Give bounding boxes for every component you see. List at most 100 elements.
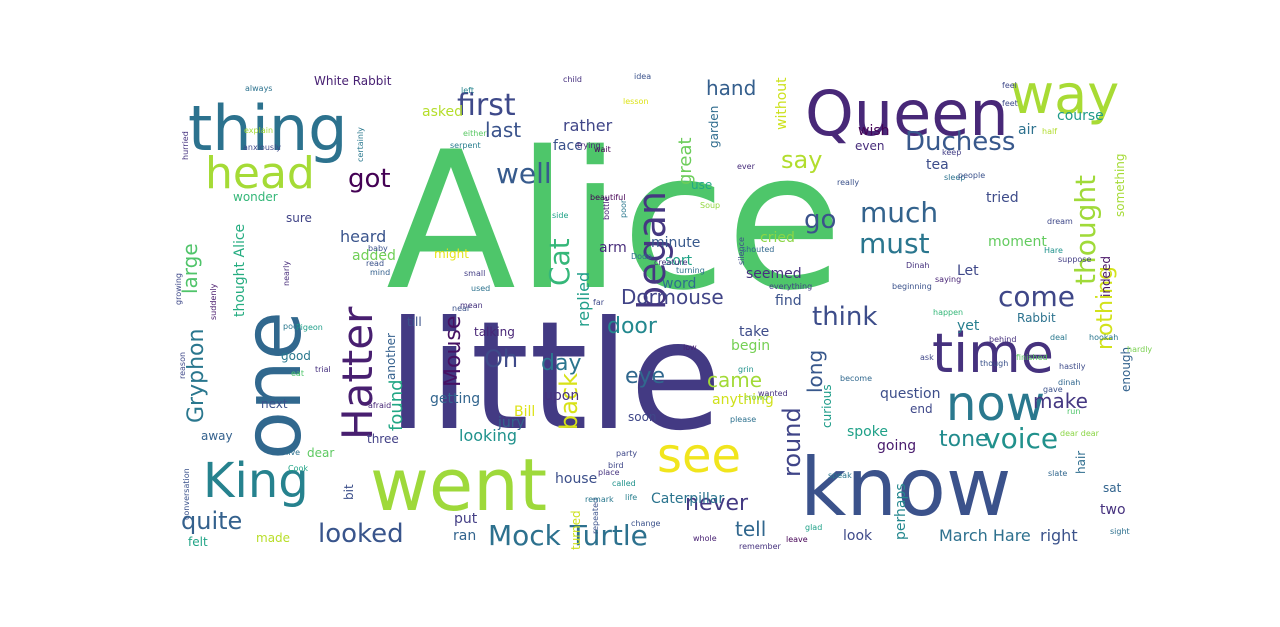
cloud-word-added: added <box>352 248 396 264</box>
cloud-word-pool: pool <box>283 322 300 331</box>
cloud-word-hare: Hare <box>1044 246 1063 255</box>
cloud-word-pigeon: Pigeon <box>296 323 323 332</box>
cloud-word-curious: curious <box>820 384 834 428</box>
cloud-word-alice: Alice <box>386 111 843 332</box>
cloud-word-air: air <box>1018 122 1036 138</box>
cloud-word-ask: ask <box>920 353 934 362</box>
cloud-word-eye: eye <box>625 364 665 389</box>
cloud-word-idea: idea <box>634 72 651 81</box>
cloud-word-bit: bit <box>342 484 356 500</box>
cloud-word-rabbit: Rabbit <box>1017 311 1056 325</box>
cloud-word-next: next <box>261 397 288 411</box>
cloud-word-mock-turtle: Mock Turtle <box>488 519 648 552</box>
cloud-word-hastily: hastily <box>1059 362 1086 371</box>
cloud-word-come: come <box>998 280 1075 313</box>
cloud-word-eat: eat <box>291 369 304 378</box>
cloud-word-jury: jury <box>497 415 525 431</box>
cloud-word-must: must <box>859 227 930 260</box>
cloud-word-trying: trying <box>577 141 601 150</box>
cloud-word-shouted: shouted <box>742 245 774 254</box>
cloud-word-sure: sure <box>286 211 312 225</box>
cloud-word-wait: wait <box>594 145 611 154</box>
cloud-word-wanted: wanted <box>758 389 788 398</box>
cloud-word-afraid: afraid <box>368 401 391 410</box>
cloud-word-dear: dear <box>307 446 334 460</box>
cloud-word-saying: saying <box>935 275 961 284</box>
cloud-word-right: right <box>1040 526 1078 545</box>
cloud-word-nearly: nearly <box>282 261 291 286</box>
cloud-word-sat: sat <box>1103 481 1122 495</box>
cloud-word-half: half <box>1042 127 1057 136</box>
cloud-word-getting: getting <box>430 391 480 407</box>
cloud-word-put: put <box>454 511 478 527</box>
cloud-word-upon: upon <box>544 388 579 404</box>
cloud-word-read: read <box>366 259 384 268</box>
cloud-word-duchess: Duchess <box>905 127 1015 157</box>
cloud-word-speak: speak <box>828 471 852 480</box>
cloud-word-quite: quite <box>181 507 242 535</box>
cloud-word-glad: glad <box>805 523 822 532</box>
cloud-word-dream: dream <box>1047 217 1073 226</box>
cloud-word-really: really <box>837 178 859 187</box>
cloud-word-leave: leave <box>786 535 808 544</box>
cloud-word-without: without <box>774 77 790 130</box>
cloud-word-tone: tone <box>939 427 989 452</box>
cloud-word-hand: hand <box>706 76 756 100</box>
cloud-word-question: question <box>880 386 940 402</box>
cloud-word-thing: thing <box>188 92 347 165</box>
cloud-word-queen: Queen <box>805 77 1009 150</box>
cloud-word-spoke: spoke <box>847 424 888 440</box>
cloud-word-perhaps: perhaps <box>893 483 909 540</box>
cloud-word-though: though <box>980 359 1008 368</box>
cloud-word-low: low <box>683 343 697 352</box>
cloud-word-thought: thought <box>1069 175 1102 285</box>
cloud-word-one: one <box>226 311 319 460</box>
cloud-word-yet: yet <box>957 318 980 334</box>
cloud-word-last: last <box>485 118 521 142</box>
cloud-word-find: find <box>775 293 802 309</box>
cloud-word-become: become <box>840 374 872 383</box>
cloud-word-soon: soon <box>628 410 657 424</box>
cloud-word-way: way <box>1010 63 1119 126</box>
cloud-word-going: going <box>877 438 916 454</box>
cloud-word-first: first <box>457 88 516 123</box>
cloud-word-behind: behind <box>989 335 1016 344</box>
cloud-word-use: use <box>691 178 712 192</box>
cloud-word-creature: creature <box>654 258 688 267</box>
cloud-word-baby: baby <box>368 244 388 253</box>
cloud-word-dormouse: Dormouse <box>621 285 724 309</box>
cloud-word-came: came <box>707 368 762 392</box>
cloud-word-either: either <box>463 129 487 138</box>
cloud-word-back: back <box>555 373 583 430</box>
cloud-word-bird: bird <box>608 461 624 470</box>
cloud-word-course: course <box>1057 108 1104 124</box>
cloud-word-trial: trial <box>315 365 331 374</box>
cloud-word-hurried: hurried <box>181 131 190 160</box>
cloud-word-gave: gave <box>1043 385 1063 394</box>
cloud-word-reason: reason <box>178 352 187 379</box>
cloud-word-make: make <box>1033 389 1088 413</box>
cloud-word-voice: voice <box>984 422 1058 455</box>
cloud-word-moment: moment <box>988 234 1047 250</box>
cloud-word-anything: anything <box>712 392 774 408</box>
cloud-word-nothing: nothing <box>1093 266 1118 350</box>
cloud-word-know: know <box>800 441 1011 534</box>
cloud-word-now: now <box>946 376 1045 432</box>
cloud-word-caterpillar: Caterpillar <box>651 491 724 507</box>
cloud-word-run: run <box>1067 407 1080 416</box>
cloud-word-good: good <box>281 349 311 363</box>
cloud-word-two: two <box>1100 502 1126 518</box>
cloud-word-little: little <box>387 290 722 464</box>
cloud-word-looking: looking <box>459 426 517 445</box>
cloud-word-small: small <box>464 269 485 278</box>
cloud-word-mind: mind <box>370 268 390 277</box>
cloud-word-felt: felt <box>188 535 208 549</box>
cloud-word-dinah: Dinah <box>906 261 929 270</box>
cloud-word-suppose: suppose <box>1058 255 1091 264</box>
cloud-word-repeated: repeated <box>591 498 600 534</box>
cloud-word-hookah: hookah <box>1089 333 1118 342</box>
cloud-word-explain: explain <box>244 126 273 135</box>
cloud-word-end: end <box>910 402 933 416</box>
cloud-word-cried: cried <box>760 230 795 246</box>
